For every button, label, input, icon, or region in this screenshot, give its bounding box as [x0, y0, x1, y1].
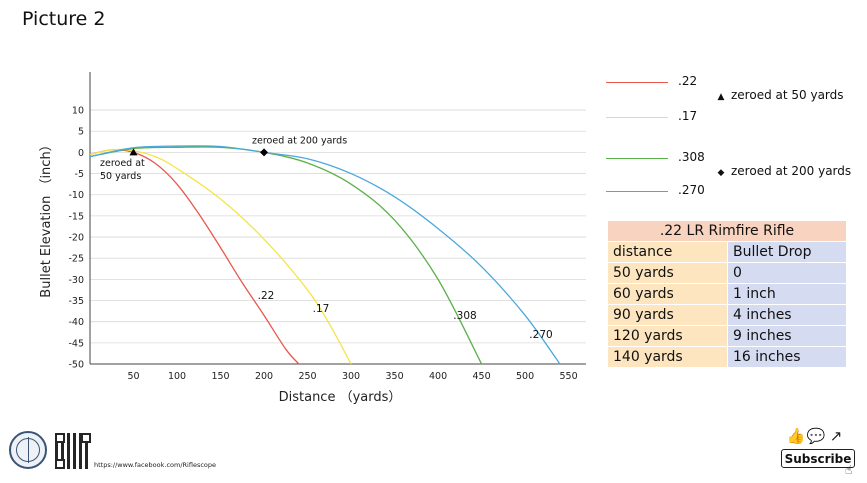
x-tick-label: 400: [429, 371, 447, 382]
series-label: .22: [258, 290, 275, 302]
comment-icon[interactable]: 💬: [806, 427, 826, 445]
table-title-row: .22 LR Rimfire Rifle: [607, 220, 847, 242]
table-cell: 140 yards: [607, 346, 728, 368]
x-tick-label: 350: [385, 371, 403, 382]
triangle-icon: ▲: [717, 92, 725, 102]
x-tick-label: 300: [342, 371, 360, 382]
table-row: 50 yards 0: [607, 262, 847, 284]
qr-finder: [55, 433, 65, 443]
y-tick-label: -10: [68, 190, 84, 201]
x-tick-label: 200: [255, 371, 273, 382]
series-label: .270: [529, 329, 552, 341]
table-cell: 1 inch: [727, 283, 847, 305]
legend-swatch: [606, 158, 668, 159]
like-icon[interactable]: 👍: [786, 427, 806, 445]
legend-marker-note: ▲ zeroed at 50 yards: [714, 88, 844, 102]
y-tick-label: -30: [68, 275, 84, 286]
x-tick-label: 500: [516, 371, 534, 382]
x-tick-label: 450: [473, 371, 491, 382]
y-tick-label: -50: [68, 360, 84, 371]
bullet-drop-table: .22 LR Rimfire Rifle distance Bullet Dro…: [607, 220, 847, 368]
table-cell: 50 yards: [607, 262, 728, 284]
pointer-cursor-icon: ☝: [845, 463, 853, 477]
table-cell: 90 yards: [607, 304, 728, 326]
legend-label: .270: [678, 183, 705, 197]
subscribe-button[interactable]: Subscribe: [781, 449, 855, 468]
y-axis-title: Bullet Elevation （inch）: [39, 138, 54, 297]
legend-item: .17: [606, 108, 756, 128]
table-cell: 120 yards: [607, 325, 728, 347]
x-tick-label: 550: [560, 371, 578, 382]
legend-item: .270: [606, 182, 756, 202]
legend-swatch: [606, 82, 668, 83]
qr-finder: [81, 433, 91, 443]
table-cell: 60 yards: [607, 283, 728, 305]
table-row: 90 yards 4 inches: [607, 304, 847, 326]
table-cell: 16 inches: [727, 346, 847, 368]
share-icon[interactable]: ↗: [829, 427, 843, 445]
diamond-icon: ◆: [717, 168, 725, 178]
table-cell: 4 inches: [727, 304, 847, 326]
x-axis-title: Distance （yards）: [279, 390, 402, 405]
legend-marker-text: zeroed at 50 yards: [731, 88, 844, 102]
legend-marker-note: ◆ zeroed at 200 yards: [714, 164, 852, 178]
y-tick-label: -35: [68, 296, 84, 307]
marker-label: zeroed at: [100, 158, 145, 169]
table-row: 60 yards 1 inch: [607, 283, 847, 305]
legend-swatch: [606, 191, 668, 192]
y-tick-label: -5: [75, 169, 84, 180]
series-label: .308: [453, 310, 476, 322]
y-tick-label: -40: [68, 317, 84, 328]
qr-code: [55, 433, 91, 469]
picture-title: Picture 2: [22, 8, 106, 30]
x-tick-label: 100: [168, 371, 186, 382]
table-cell: 0: [727, 262, 847, 284]
y-tick-label: 10: [72, 106, 84, 117]
triangle-marker: [129, 148, 138, 156]
facebook-url[interactable]: https://www.facebook.com/Riflescope: [94, 461, 217, 469]
y-tick-label: -20: [68, 233, 84, 244]
y-tick-label: 0: [78, 148, 84, 159]
qr-finder: [55, 459, 65, 469]
legend-item: .22: [606, 73, 756, 93]
social-actions: 👍💬 ↗: [786, 427, 856, 447]
legend-marker-text: zeroed at 200 yards: [731, 164, 852, 178]
y-tick-label: -45: [68, 338, 84, 349]
legend-label: .22: [678, 74, 698, 88]
table-header-cell: distance: [607, 241, 728, 263]
series-label: .17: [313, 303, 330, 315]
legend-label: .308: [678, 150, 705, 164]
table-header-cell: Bullet Drop: [727, 241, 847, 263]
riflescope-club-logo: [9, 431, 47, 469]
table-row: 120 yards 9 inches: [607, 325, 847, 347]
series-line-270: [89, 145, 561, 365]
x-tick-label: 150: [211, 371, 229, 382]
legend-label: .17: [678, 109, 698, 123]
x-tick-label: 50: [127, 371, 139, 382]
x-tick-label: 250: [298, 371, 316, 382]
marker-label: 50 yards: [100, 171, 141, 182]
table-cell: 9 inches: [727, 325, 847, 347]
series-line-22: [89, 149, 300, 365]
marker-label: zeroed at 200 yards: [252, 135, 347, 146]
footer: https://www.facebook.com/Riflescope 👍💬 ↗ …: [0, 425, 867, 483]
y-tick-label: -15: [68, 211, 84, 222]
table-row: 140 yards 16 inches: [607, 346, 847, 368]
table-title: .22 LR Rimfire Rifle: [607, 220, 847, 242]
y-tick-label: -25: [68, 254, 84, 265]
legend-item: .308: [606, 149, 756, 169]
table-header-row: distance Bullet Drop: [607, 241, 847, 263]
series-line-308: [89, 146, 483, 365]
chart-legend: .22 .17 .308 .270 ▲ zeroed at 50 yards ◆ z…: [606, 72, 856, 202]
y-tick-label: 5: [78, 127, 84, 138]
legend-swatch: [606, 117, 668, 118]
diamond-marker: [260, 148, 269, 157]
